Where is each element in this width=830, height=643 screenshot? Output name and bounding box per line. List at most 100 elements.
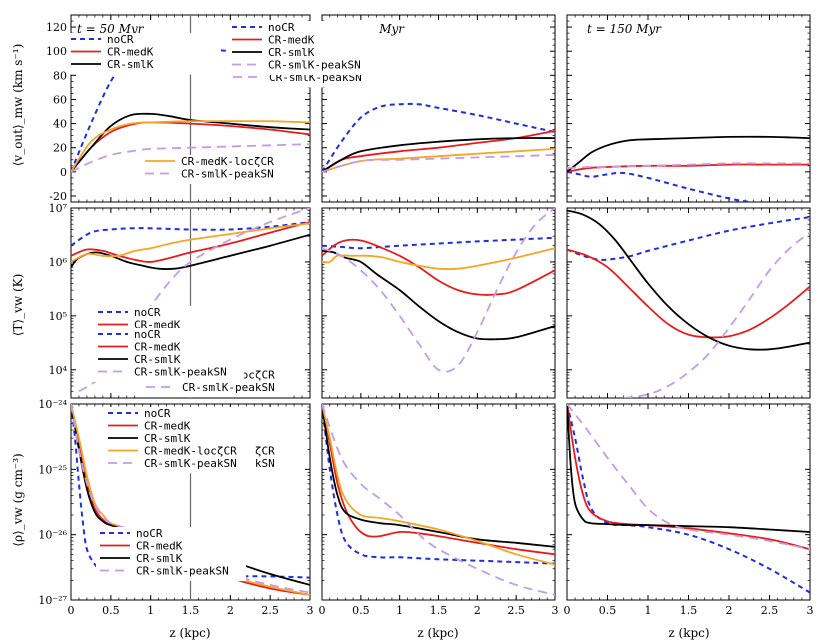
y-tick-label: 10⁻²⁴ bbox=[38, 398, 67, 411]
y-tick-label: 100 bbox=[46, 45, 67, 58]
legend-label-cr-smlk-peaksn: CR-smlK-peakSN bbox=[182, 381, 275, 394]
series-line-nocr bbox=[567, 404, 810, 594]
series-line-cr-medk-loc-cr bbox=[322, 148, 555, 173]
x-tick-label: 0 bbox=[319, 604, 326, 617]
y-tick-label: 20 bbox=[53, 142, 67, 155]
series-line-cr-medk-loc-cr bbox=[71, 120, 310, 173]
panel-r1-c0: 10⁴ 10⁵ 10⁶ 10⁷ bbox=[49, 202, 311, 399]
labels-layer: ⟨v_out⟩_mw (km s⁻¹) ⟨T⟩_vw (K) ⟨ρ⟩_vw (g… bbox=[11, 44, 710, 640]
panel-r2-c1: 0 0.5 1 1.5 2 2.5 3 bbox=[319, 403, 559, 617]
legend-label-cr-medk: CR-medK bbox=[268, 34, 315, 47]
y-tick-label: 60 bbox=[53, 93, 67, 106]
panel-r2-c0: 0 0.5 1 1.5 2 2.5 3 10⁻²⁷ 10⁻²⁶ 10⁻²⁵ 10⁻²⁴ bbox=[38, 398, 313, 617]
series-line-cr-smlk-peaksn bbox=[322, 154, 555, 173]
x-tick-label: 0 bbox=[564, 604, 571, 617]
legend-label-nocr: noCR bbox=[134, 328, 161, 341]
series-line-cr-medk bbox=[567, 163, 810, 173]
series-line-cr-medk bbox=[322, 404, 555, 556]
x-tick-label: 0.5 bbox=[102, 604, 120, 617]
series-line-cr-smlk bbox=[322, 404, 555, 548]
y-tick-label: 10⁴ bbox=[49, 364, 68, 377]
y-tick-label: 80 bbox=[53, 69, 67, 82]
x-tick-label: 2 bbox=[726, 604, 733, 617]
legend-label-cr-smlk: CR-smlK bbox=[268, 46, 315, 59]
series-group bbox=[567, 209, 810, 398]
legend-label-cr-medk: CR-medK bbox=[107, 46, 154, 59]
panel-title: t = 150 Myr bbox=[587, 22, 662, 36]
series-line-cr-smlk-peaksn bbox=[322, 208, 555, 373]
xlabel-col-1: z (kpc) bbox=[417, 626, 458, 640]
legend-label-nocr: noCR bbox=[268, 21, 295, 34]
legend-bg bbox=[141, 155, 291, 184]
xlabel-col-2: z (kpc) bbox=[668, 626, 709, 640]
series-line-cr-smlk bbox=[567, 135, 810, 173]
y-tick-label: 10⁵ bbox=[49, 310, 67, 323]
series-line-cr-medk bbox=[567, 248, 810, 339]
y-tick-label: 40 bbox=[53, 118, 67, 131]
legends-layer: noCRCR-medKCR-smlKCR-medK-locζCRCR-smlK-… bbox=[67, 21, 379, 581]
legend-label-cr-smlk-peaksn: CR-smlK-peakSN bbox=[144, 457, 237, 470]
x-tick-label: 2.5 bbox=[261, 604, 279, 617]
series-line-cr-smlk bbox=[567, 404, 810, 533]
legend-label-nocr: noCR bbox=[134, 306, 161, 319]
legend-label-cr-medk: CR-medK bbox=[144, 420, 191, 433]
x-tick-label: 1.5 bbox=[182, 604, 200, 617]
series-line-nocr bbox=[567, 216, 810, 261]
y-tick-label: 10⁻²⁵ bbox=[38, 463, 67, 476]
series-line-cr-medk-loc-cr bbox=[322, 404, 555, 566]
x-tick-label: 0 bbox=[68, 604, 75, 617]
x-tick-label: 1 bbox=[147, 604, 154, 617]
series-line-nocr bbox=[322, 236, 555, 250]
series-line-cr-smlk bbox=[322, 137, 555, 173]
series-line-nocr bbox=[71, 221, 310, 247]
series-group bbox=[322, 404, 555, 596]
y-tick-label: 10⁷ bbox=[49, 202, 68, 215]
series-group bbox=[567, 404, 810, 594]
panel-frame bbox=[566, 403, 811, 601]
legend-label-cr-smlk: CR-smlK bbox=[136, 552, 183, 565]
series-line-cr-medk bbox=[567, 404, 810, 551]
series-line-cr-smlk-peaksn bbox=[567, 162, 810, 170]
panel-title: t = 50 Myr bbox=[77, 22, 145, 36]
row-ylabel-T: ⟨T⟩_vw (K) bbox=[11, 274, 25, 337]
legend-bg bbox=[94, 328, 244, 382]
y-tick-label: 10⁻²⁷ bbox=[38, 594, 67, 607]
legend-label-cr-smlk: CR-smlK bbox=[134, 353, 181, 366]
series-line-cr-smlk bbox=[71, 233, 310, 270]
series-group bbox=[567, 135, 810, 202]
x-tick-label: 2 bbox=[474, 604, 481, 617]
panel-r1-c1 bbox=[321, 207, 556, 399]
x-tick-label: 2 bbox=[227, 604, 234, 617]
y-tick-label: 0 bbox=[60, 166, 67, 179]
x-tick-label: 1.5 bbox=[430, 604, 448, 617]
x-tick-label: 0.5 bbox=[599, 604, 617, 617]
panel-frame bbox=[321, 403, 556, 601]
legend-label-cr-smlk-peaksn: CR-smlK-peakSN bbox=[268, 59, 361, 72]
legend-label-cr-medk-loc-cr: CR-medK-locζCR bbox=[181, 155, 274, 168]
legend-bg bbox=[96, 527, 246, 581]
series-line-cr-smlk bbox=[71, 112, 310, 173]
series-line-cr-medk bbox=[71, 221, 310, 263]
x-tick-label: 1.5 bbox=[680, 604, 698, 617]
legend-label-cr-smlk-peaksn: CR-smlK-peakSN bbox=[134, 366, 227, 379]
legend-r2-c1: noCRCR-medKCR-smlKCR-medK-locζCRCR-smlK-… bbox=[104, 407, 254, 474]
x-tick-label: 2.5 bbox=[761, 604, 779, 617]
series-line-cr-smlk-peaksn bbox=[322, 404, 555, 596]
panel-frame bbox=[566, 207, 811, 399]
series-line-cr-smlk-peaksn bbox=[623, 231, 810, 398]
series-group bbox=[71, 208, 310, 393]
x-tick-label: 3 bbox=[807, 604, 814, 617]
y-tick-label: 10⁻²⁶ bbox=[38, 529, 67, 542]
row-ylabel-vout: ⟨v_out⟩_mw (km s⁻¹) bbox=[11, 44, 25, 167]
series-line-cr-smlk-peaksn bbox=[567, 404, 810, 551]
y-tick-label: 10⁶ bbox=[49, 256, 68, 269]
legend-label-cr-medk: CR-medK bbox=[136, 540, 183, 553]
xlabel-col-0: z (kpc) bbox=[169, 626, 210, 640]
x-tick-label: 1 bbox=[396, 604, 403, 617]
x-tick-label: 0.5 bbox=[352, 604, 370, 617]
y-tick-label: -20 bbox=[49, 190, 67, 203]
